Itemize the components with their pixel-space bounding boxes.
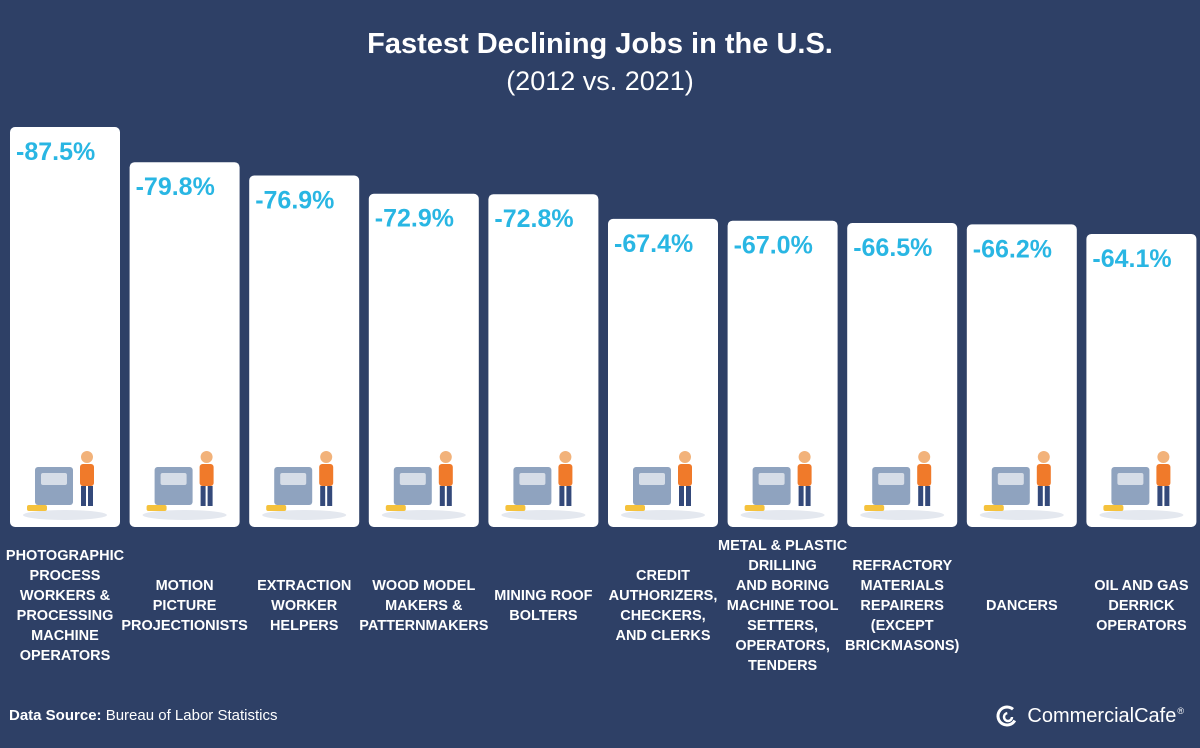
bar-value-label: -64.1% — [1092, 245, 1171, 273]
film-projector-illustration — [142, 451, 227, 520]
chart-title: Fastest Declining Jobs in the U.S. — [367, 28, 833, 60]
category-label: MINING ROOF BOLTERS — [494, 588, 592, 624]
mining-cart-illustration — [501, 451, 586, 520]
data-source-text: Bureau of Labor Statistics — [105, 707, 278, 724]
oil-derrick-illustration — [1099, 451, 1184, 520]
bar-group: -76.9% EXTRACTION WORKER HELPERS — [249, 175, 360, 634]
bar-group: -72.8% MINING ROOF BOLTERS — [488, 194, 599, 624]
woodworker-illustration — [381, 451, 466, 520]
bar-value-label: -87.5% — [16, 138, 95, 166]
brand-logo: CommercialCafe® — [995, 704, 1184, 728]
category-label: CREDIT AUTHORIZERS, CHECKERS, AND CLERKS — [609, 568, 718, 644]
data-source-label: Data Source: — [9, 707, 102, 724]
bar-group: -87.5% PHOTOGRAPHIC PROCESS WORKERS & PROCES… — [6, 127, 125, 664]
category-label: METAL & PLASTIC DRILLING AND BORING MACHINE… — [718, 538, 848, 674]
bar — [1086, 233, 1197, 527]
credit-document-illustration — [621, 451, 705, 520]
extraction-pipes-illustration — [262, 451, 347, 520]
bar-group: -67.4% CREDIT AUTHORIZERS, CHECKERS, AND CLE… — [608, 218, 718, 644]
bar — [608, 218, 718, 527]
ladder-repairer-illustration — [860, 451, 945, 520]
bar — [488, 194, 599, 527]
category-label: DANCERS — [986, 598, 1058, 614]
bar-group: -66.5% REFRACTORY MATERIALS REPAIRERS (EXCEP… — [845, 223, 960, 654]
bar — [129, 162, 240, 527]
chart-subtitle: (2012 vs. 2021) — [506, 66, 694, 96]
bar-value-label: -67.0% — [734, 232, 813, 260]
category-label: WOOD MODEL MAKERS & PATTERNMAKERS — [359, 578, 488, 634]
bar — [727, 220, 838, 527]
category-label: EXTRACTION WORKER HELPERS — [257, 578, 351, 634]
bar-group: -66.2% DANCERS — [966, 224, 1077, 614]
bar-value-label: -72.9% — [375, 205, 454, 233]
category-label: MOTION PICTURE PROJECTIONISTS — [121, 578, 248, 634]
bar-group: -79.8% MOTION PICTURE PROJECTIONISTS — [121, 162, 248, 634]
bar-value-label: -72.8% — [494, 205, 573, 233]
bar-value-label: -79.8% — [136, 173, 215, 201]
commercialcafe-logo-icon — [996, 705, 1018, 727]
bar — [368, 193, 479, 527]
data-source: Data Source: Bureau of Labor Statistics — [9, 707, 277, 724]
category-label: OIL AND GAS DERRICK OPERATORS — [1094, 578, 1189, 634]
bar-value-label: -66.2% — [973, 235, 1052, 263]
brand-name: CommercialCafe® — [1027, 704, 1184, 727]
bar-group: -67.0% METAL & PLASTIC DRILLING AND BORING M… — [718, 220, 848, 674]
dancers-illustration — [979, 451, 1064, 520]
bar-chart: -87.5% PHOTOGRAPHIC PROCESS WORKERS & PROCES… — [6, 127, 1197, 674]
bar-value-label: -66.5% — [853, 234, 932, 262]
category-label: PHOTOGRAPHIC PROCESS WORKERS & PROCESSING MA… — [6, 548, 125, 664]
bar — [10, 127, 120, 527]
bar — [966, 224, 1077, 527]
bar-group: -72.9% WOOD MODEL MAKERS & PATTERNMAKERS — [359, 193, 489, 634]
drilling-machine-illustration — [740, 451, 825, 520]
photo-processing-illustration — [23, 451, 107, 520]
category-label: REFRACTORY MATERIALS REPAIRERS (EXCEPT BRICK… — [845, 558, 960, 654]
bar — [249, 175, 360, 527]
bar — [847, 223, 958, 527]
bar-value-label: -76.9% — [255, 186, 334, 214]
bar-group: -64.1% OIL AND GAS DERRICK OPERATORS — [1086, 233, 1197, 634]
bar-value-label: -67.4% — [614, 230, 693, 258]
